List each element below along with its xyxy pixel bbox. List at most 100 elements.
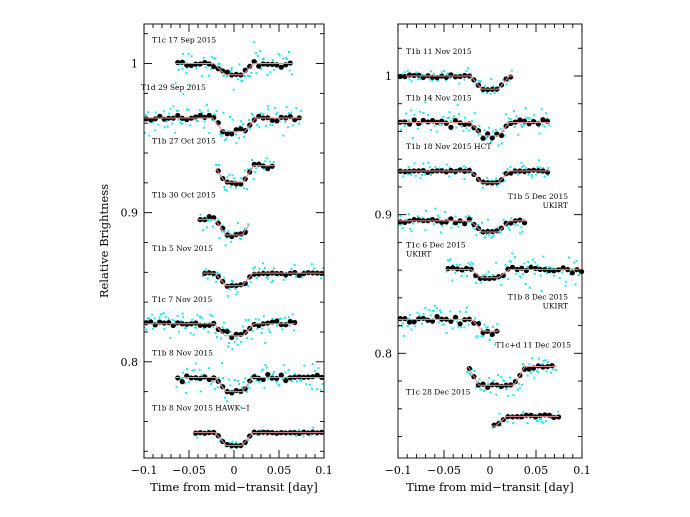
raw-point	[460, 326, 463, 329]
binned-point	[161, 320, 167, 326]
raw-point	[504, 263, 507, 266]
raw-point	[535, 369, 538, 372]
transit-label: T1b 27 Oct 2015	[152, 137, 216, 146]
raw-point	[211, 119, 214, 122]
transit-label: T1b 18 Nov 2015 HCT	[406, 142, 491, 151]
raw-point	[278, 120, 281, 123]
raw-point	[413, 113, 416, 116]
raw-point	[165, 120, 168, 123]
binned-point	[443, 169, 449, 175]
transit-model-curve	[144, 323, 296, 337]
raw-point	[574, 283, 577, 286]
raw-point	[479, 231, 482, 234]
raw-point	[235, 337, 238, 340]
binned-point	[197, 112, 203, 118]
raw-point	[232, 88, 235, 91]
raw-point	[231, 174, 234, 177]
raw-points	[397, 304, 500, 346]
raw-point	[466, 370, 469, 373]
binned-point	[485, 384, 491, 390]
binned-point	[148, 319, 154, 325]
raw-point	[196, 314, 199, 317]
raw-point	[463, 116, 466, 119]
transit-label: T1b 11 Nov 2015	[406, 47, 472, 56]
raw-point	[237, 379, 240, 382]
raw-point	[162, 312, 165, 315]
raw-point	[448, 77, 451, 80]
raw-point	[448, 175, 451, 178]
raw-point	[548, 266, 551, 269]
raw-point	[525, 116, 528, 119]
raw-point	[290, 268, 293, 271]
binned-point	[402, 119, 408, 125]
y-tick-label: 0.8	[121, 356, 139, 369]
raw-point	[265, 125, 268, 128]
raw-point	[277, 52, 280, 55]
raw-point	[145, 328, 148, 331]
binned-point	[549, 362, 555, 369]
raw-point	[479, 80, 482, 83]
raw-point	[300, 109, 303, 112]
raw-point	[467, 323, 470, 326]
raw-point	[399, 214, 402, 217]
raw-point	[464, 311, 467, 314]
raw-point	[444, 79, 447, 82]
raw-point	[486, 218, 489, 221]
raw-point	[182, 315, 185, 318]
raw-point	[438, 216, 441, 219]
binned-point	[489, 331, 495, 338]
binned-point	[202, 114, 208, 120]
binned-point	[310, 374, 316, 380]
binned-point	[485, 87, 491, 93]
raw-point	[573, 261, 576, 264]
raw-point	[490, 236, 493, 239]
binned-point	[531, 167, 537, 173]
raw-point	[208, 132, 211, 135]
binned-point	[283, 62, 289, 68]
raw-point	[540, 418, 543, 421]
raw-point	[536, 264, 539, 267]
raw-point	[248, 128, 251, 131]
raw-point	[434, 166, 437, 169]
raw-point	[419, 110, 422, 113]
raw-point	[203, 126, 206, 129]
raw-point	[291, 313, 294, 316]
raw-point	[264, 342, 267, 345]
raw-point	[227, 230, 230, 233]
raw-point	[496, 323, 499, 326]
binned-points	[143, 112, 302, 137]
raw-point	[254, 52, 257, 55]
raw-point	[150, 121, 153, 124]
raw-point	[250, 71, 253, 74]
raw-point	[434, 207, 437, 210]
binned-point	[193, 61, 199, 67]
raw-point	[243, 135, 246, 138]
raw-point	[464, 166, 467, 169]
binned-point	[416, 120, 422, 127]
raw-point	[527, 173, 530, 176]
raw-point	[189, 124, 192, 127]
raw-point	[219, 439, 222, 442]
binned-point	[528, 412, 534, 418]
raw-point	[485, 183, 487, 186]
raw-point	[218, 273, 221, 276]
binned-point	[546, 267, 552, 274]
binned-point	[296, 430, 302, 437]
raw-point	[512, 421, 515, 424]
raw-point	[235, 293, 238, 296]
binned-point	[229, 180, 235, 186]
binned-point	[242, 229, 248, 235]
raw-point	[467, 215, 470, 218]
raw-point	[201, 275, 204, 278]
raw-point	[153, 317, 156, 320]
raw-point	[532, 369, 535, 372]
raw-point	[500, 375, 503, 378]
raw-point	[455, 263, 458, 266]
raw-point	[522, 411, 525, 414]
raw-point	[280, 317, 283, 320]
raw-point	[251, 158, 254, 161]
raw-point	[264, 364, 267, 367]
raw-point	[506, 168, 509, 171]
raw-point	[322, 266, 325, 269]
raw-point	[504, 113, 507, 116]
